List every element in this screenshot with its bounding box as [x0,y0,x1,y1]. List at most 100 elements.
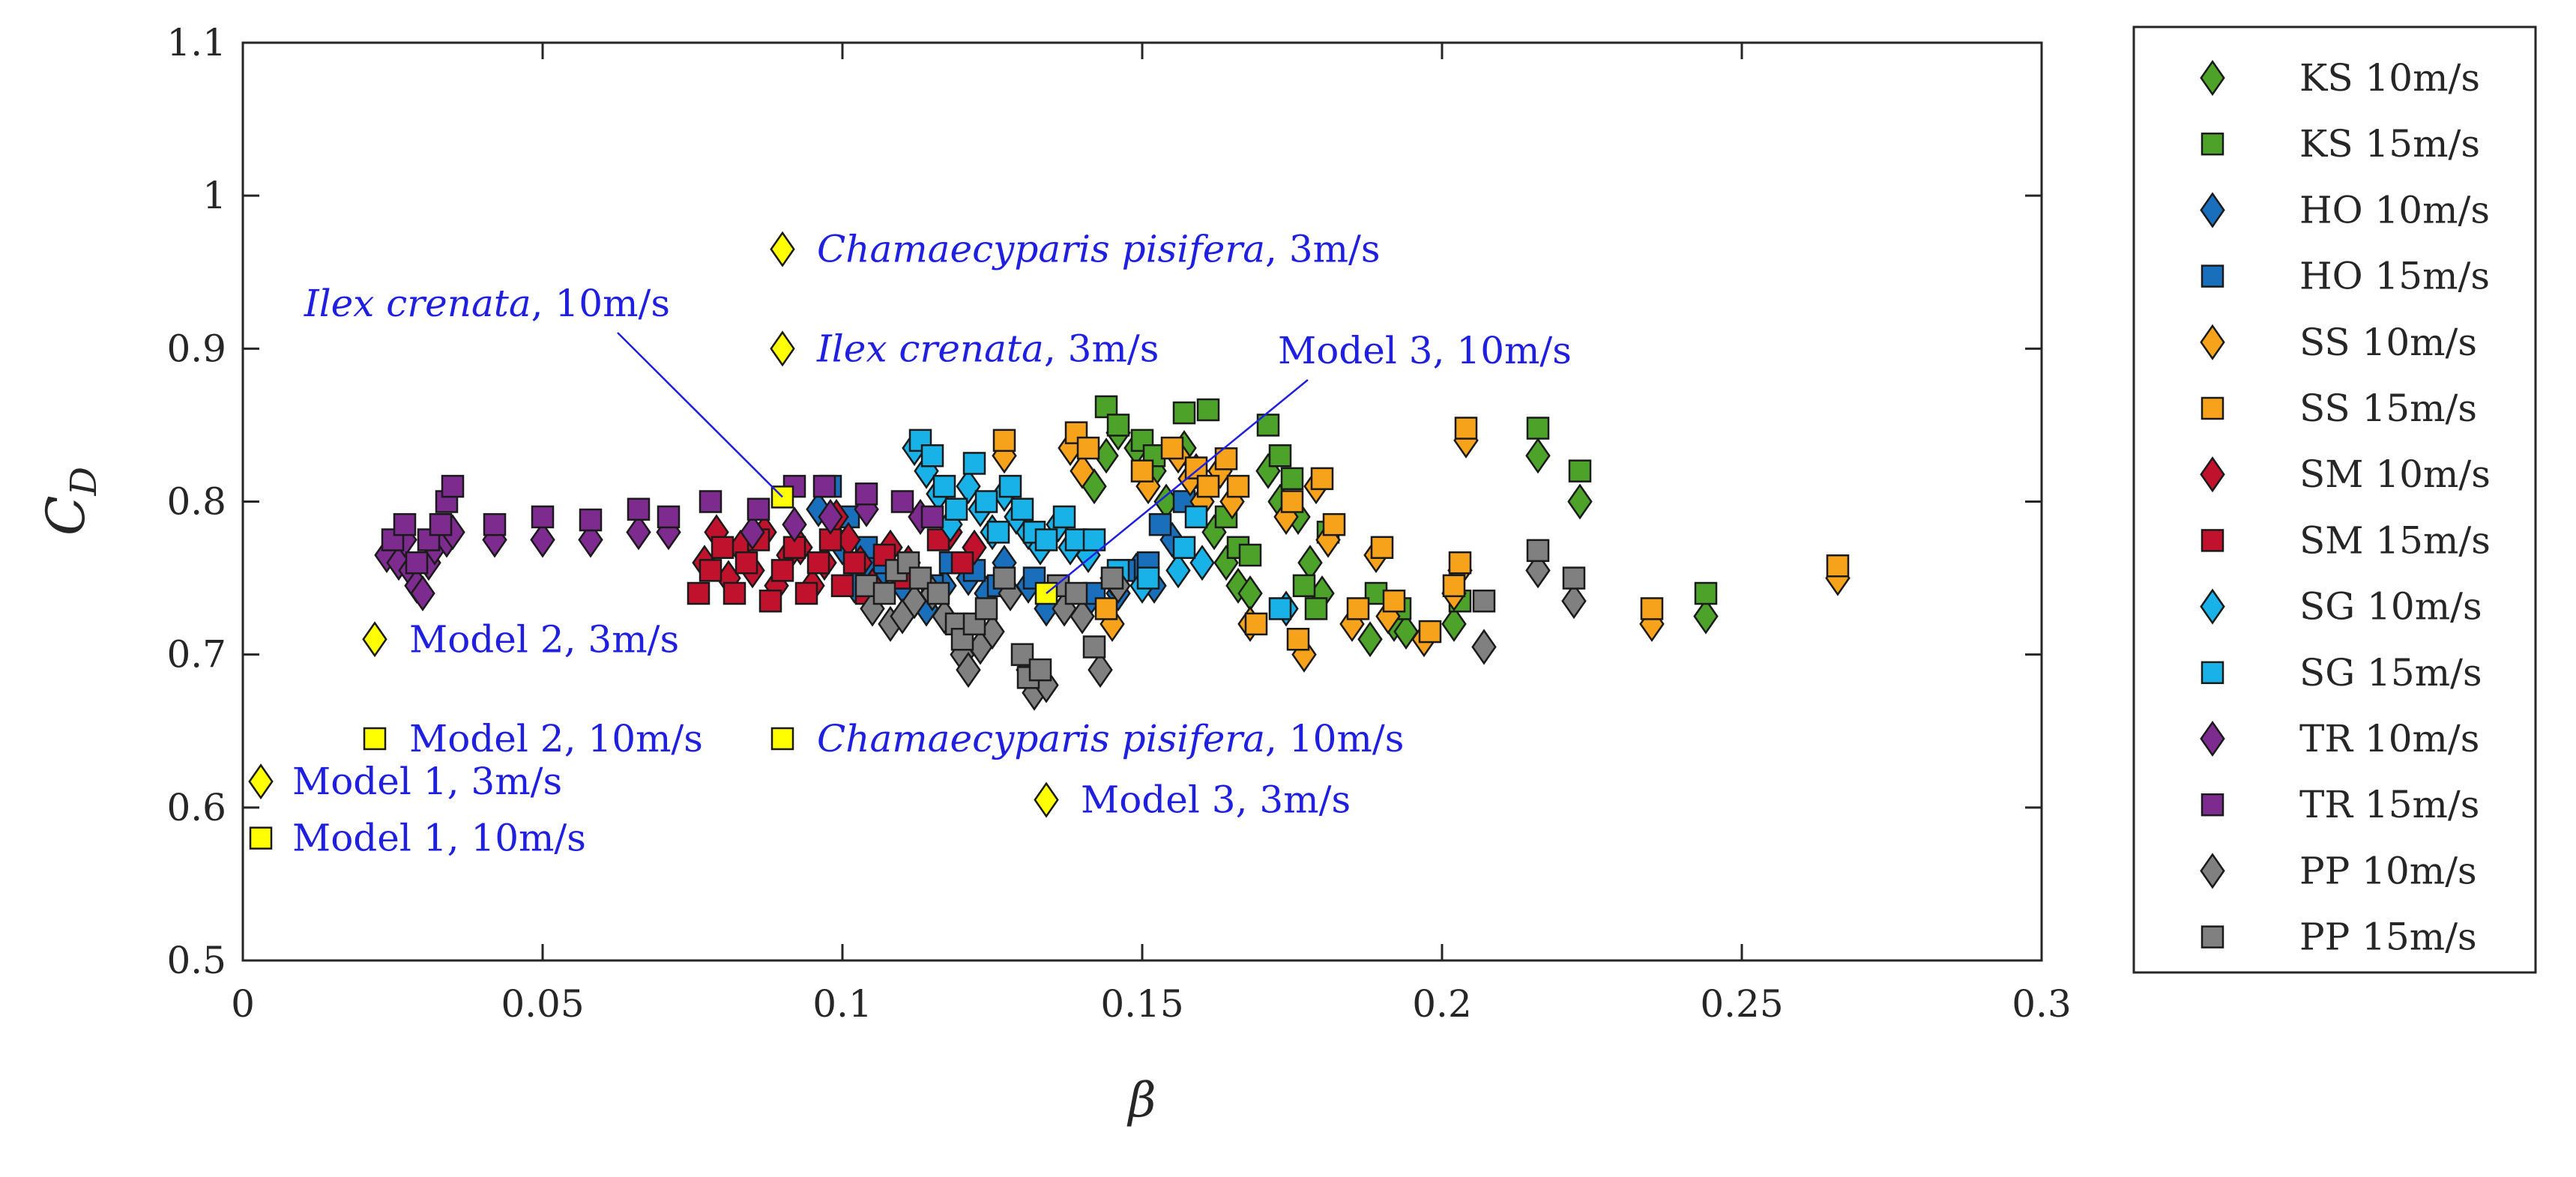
y-tick-label: 0.6 [166,786,226,829]
data-point [1088,652,1113,689]
legend-label: SG 10m/s [2299,585,2482,629]
data-point [627,497,651,521]
legend-marker [2200,720,2225,757]
data-point [740,514,765,551]
annotation-species: Chamaecyparis pisifera [817,717,1265,760]
data-point [1034,528,1058,551]
data-point [992,429,1016,453]
data-point [956,652,981,689]
data-point [770,559,794,582]
highlighted-point [770,231,795,267]
legend-marker [2200,853,2225,889]
series-ks-15m-s [1094,395,1718,620]
legend-label: HO 10m/s [2299,188,2490,232]
data-point [410,575,435,612]
data-point [1268,597,1292,620]
highlighted-points [248,231,1059,850]
legend-box [2132,25,2537,974]
data-point [1472,589,1496,613]
highlighted-point [770,727,794,751]
data-point [393,512,417,536]
axis-ticks: 0 0.05 0.1 0.15 0.2 0.25 0.3 0.5 0.6 0.7 0.8 0.9 1 1.… [166,21,2071,1026]
annotation-label: Model 3, 3m/s [1081,778,1351,822]
legend-marker [2201,264,2224,288]
data-point [579,508,603,532]
legend-entry: TR 15m/s [2201,783,2479,826]
data-point [429,512,453,536]
legend-label: PP 15m/s [2299,916,2477,959]
data-point [1082,635,1106,659]
x-tick-label: 0.3 [2012,982,2072,1026]
legend-marker [2200,324,2225,360]
data-point [1010,643,1034,666]
annotation-label: Ilex crenata, 10m/s [304,282,670,325]
legend-entry: SG 15m/s [2201,651,2482,695]
data-point [1070,453,1095,489]
data-point [1076,436,1100,460]
data-point [1640,597,1664,620]
legend-label: PP 10m/s [2299,849,2477,892]
data-point [1094,597,1118,620]
legend-label: SG 15m/s [2299,651,2482,695]
data-point [962,612,986,636]
data-point [1082,528,1106,551]
data-point [1130,459,1154,482]
legend-label: SM 10m/s [2299,453,2491,496]
data-point [1268,444,1292,468]
series-tr-15m-s [381,474,944,575]
legend-marker [2200,192,2225,229]
annotation-text: Model 1, 10m/s [292,817,586,860]
y-tick-label: 0.7 [166,633,226,677]
data-point [1441,605,1467,642]
data-point [699,490,723,513]
legend-label: TR 10m/s [2299,717,2479,760]
data-point [483,512,507,536]
data-point [1172,401,1196,425]
x-tick-label: 0 [231,982,255,1026]
legend-label: SM 15m/s [2299,518,2491,562]
legend-marker [2201,396,2224,420]
data-point [1052,505,1076,529]
data-point [890,490,914,513]
legend-entry: SM 15m/s [2201,518,2491,562]
data-point [657,505,681,529]
annotation-label: Chamaecyparis pisifera, 10m/s [817,717,1404,760]
data-point [908,429,932,453]
data-point [1561,583,1587,620]
data-point [530,521,555,558]
annotation-leader-line [617,332,783,498]
data-point [1454,417,1478,440]
data-point [926,581,950,605]
data-point [830,574,854,598]
y-tick-label: 0.5 [166,939,226,982]
data-point [1826,554,1850,578]
data-point [872,581,896,605]
legend-entry: KS 10m/s [2200,56,2480,100]
annotation-label: Model 2, 10m/s [409,717,703,760]
annotation-label: Chamaecyparis pisifera, 3m/s [817,228,1381,271]
data-point [531,505,555,529]
data-point [944,497,968,521]
data-point [1322,512,1346,536]
plot-frame [241,41,2043,962]
highlighted-point [1034,781,1059,818]
data-point [932,474,956,498]
highlighted-point [770,330,795,367]
y-axis-title-sub: D [63,467,105,496]
data-point [962,452,986,475]
data-point [1010,497,1034,521]
highlighted-point [363,727,387,751]
series-ss-15m-s [992,417,1850,651]
y-axis-title: CD [35,467,105,536]
legend-label: TR 15m/s [2299,783,2479,826]
legend-marker [2200,59,2225,97]
data-point [405,551,429,575]
data-point [1393,614,1419,650]
data-point [908,566,932,590]
data-point [1286,628,1310,651]
data-point [735,551,758,575]
data-point [1346,597,1370,620]
annotation-text: Model 3, 10m/s [1278,329,1572,372]
annotation-condition: , 3m/s [1265,228,1381,271]
